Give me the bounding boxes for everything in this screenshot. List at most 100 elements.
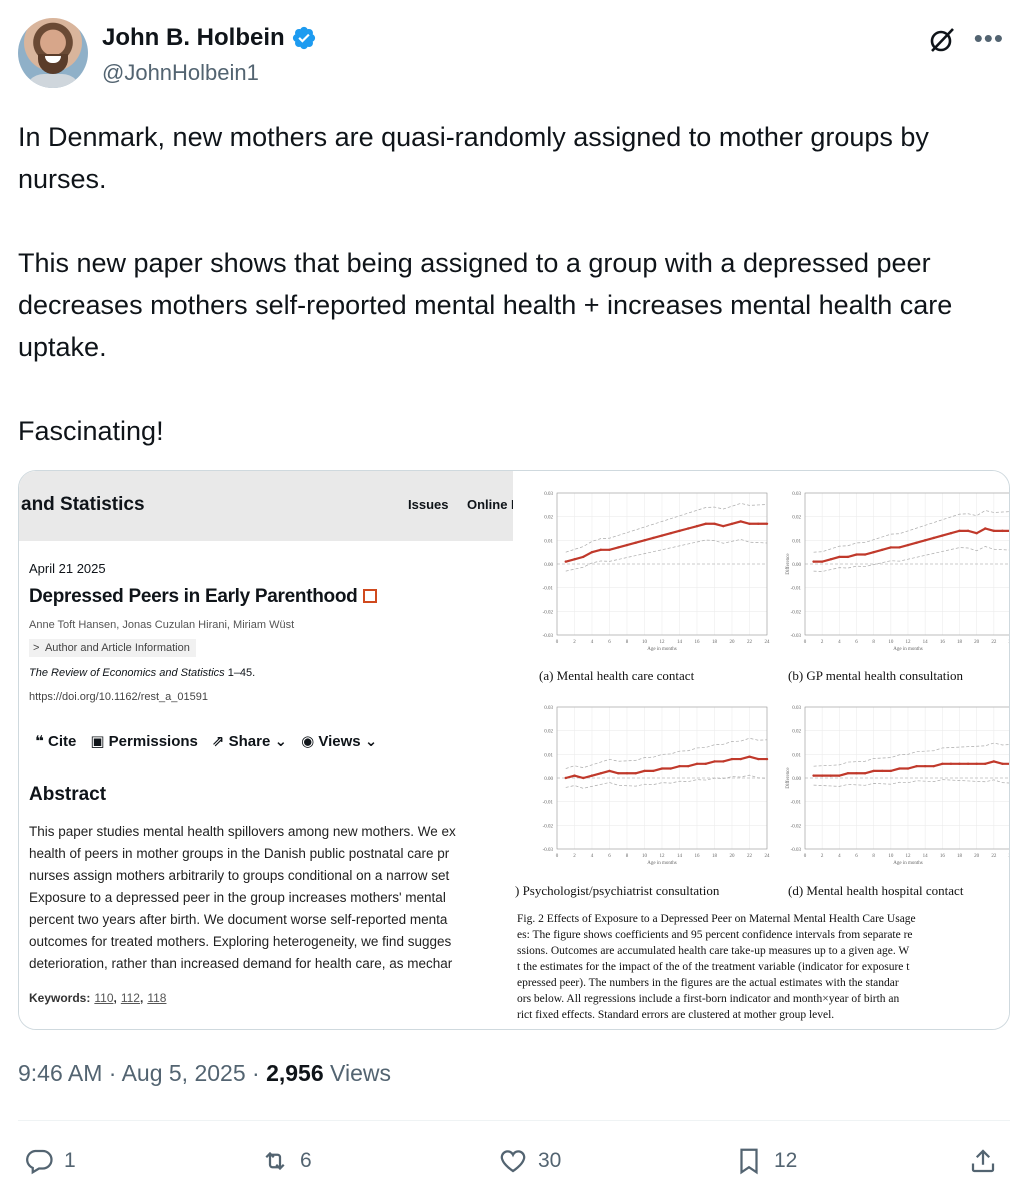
data-point — [713, 760, 716, 763]
x-tick-label: 18 — [712, 640, 718, 645]
x-tick-label: 24 — [765, 640, 771, 645]
data-point — [739, 757, 742, 761]
x-tick-label: 0 — [804, 640, 807, 645]
share-button[interactable] — [968, 1146, 998, 1176]
permissions-action: ▣ Permissions — [90, 732, 198, 750]
data-point — [949, 762, 953, 765]
x-tick-label: 2 — [821, 854, 824, 859]
x-tick-label: 22 — [991, 854, 997, 859]
data-point — [617, 546, 620, 549]
x-tick-label: 8 — [626, 640, 629, 645]
x-tick-label: 8 — [626, 854, 629, 859]
data-point — [872, 769, 875, 773]
reply-button[interactable]: 1 — [24, 1146, 76, 1176]
x-tick-label: 10 — [888, 640, 894, 645]
x-tick-label: 20 — [730, 640, 736, 645]
data-point — [829, 774, 832, 777]
tweet-date[interactable]: Aug 5, 2025 — [121, 1060, 246, 1086]
figure-charts: 0.030.020.010.00-0.01-0.02-0.030 2 4 6 8 10 12… — [543, 492, 1009, 866]
x-tick-label: 0 — [556, 854, 559, 859]
data-point — [643, 539, 646, 542]
data-point — [652, 769, 655, 773]
y-tick-label: -0.02 — [543, 824, 554, 829]
data-point — [757, 757, 760, 761]
x-tick-label: 12 — [906, 854, 912, 859]
share-action: ⇗ Share ⌄ — [212, 732, 287, 750]
y-tick-label: -0.03 — [543, 848, 554, 853]
views-label: Views — [330, 1060, 391, 1086]
reply-count: 1 — [64, 1149, 76, 1172]
bookmark-button[interactable]: 12 — [734, 1146, 797, 1176]
data-point — [881, 769, 884, 773]
y-tick-label: 0.00 — [544, 777, 553, 782]
abstract-line: Exposure to a depressed peer in the grou… — [29, 890, 446, 905]
y-tick-label: 0.03 — [792, 706, 801, 711]
y-tick-label: 0.01 — [544, 539, 553, 544]
data-point — [932, 764, 935, 768]
heart-icon — [500, 1150, 526, 1173]
views-action: ◉ Views ⌄ — [301, 732, 377, 750]
author-name-row[interactable]: John B. Holbein — [102, 24, 317, 52]
data-point — [1001, 762, 1004, 765]
avatar[interactable] — [18, 18, 88, 88]
x-tick-label: 8 — [872, 854, 875, 859]
tweet-action-bar: 1 6 30 12 — [18, 1140, 1004, 1190]
keywords-label: Keywords: — [29, 991, 91, 1005]
article-citation: The Review of Economics and Statistics 1… — [29, 667, 255, 679]
tweet-time[interactable]: 9:46 AM — [18, 1060, 103, 1086]
y-tick-label: 0.01 — [792, 753, 801, 758]
more-options-icon[interactable]: ••• — [973, 23, 1004, 53]
lower-ci-line — [813, 546, 1009, 572]
verified-badge-icon — [292, 26, 315, 50]
data-point — [564, 560, 567, 563]
data-point — [984, 527, 987, 530]
repost-button[interactable]: 6 — [260, 1146, 312, 1176]
upper-ci-line — [565, 737, 768, 769]
like-button[interactable]: 30 — [498, 1146, 561, 1176]
data-point — [906, 543, 910, 547]
x-axis-label: Age in months — [647, 861, 676, 866]
x-tick-label: 20 — [974, 854, 980, 859]
grok-icon[interactable] — [928, 26, 956, 54]
abstract-heading: Abstract — [29, 784, 107, 805]
data-point — [687, 764, 690, 768]
data-point — [765, 757, 769, 761]
x-tick-label: 16 — [695, 854, 701, 859]
tweet-paragraph: This new paper shows that being assigned… — [18, 248, 953, 362]
x-tick-label: 4 — [591, 854, 594, 859]
data-point — [820, 774, 824, 777]
abstract-line: nurses assign mothers arbitrarily to gro… — [29, 868, 450, 883]
abstract-text: This paper studies mental health spillov… — [29, 821, 513, 975]
data-point — [643, 769, 646, 773]
author-name[interactable]: John B. Holbein — [102, 24, 285, 51]
upper-ci-line — [565, 503, 768, 553]
author-handle[interactable]: @JohnHolbein1 — [102, 60, 259, 85]
lower-ci-line — [813, 779, 1009, 787]
estimate-line — [813, 760, 1009, 777]
keyword: 110 — [94, 991, 114, 1005]
data-point — [678, 764, 681, 768]
data-point — [599, 548, 602, 551]
article-screenshot[interactable]: and Statistics Issues Online E April 21 … — [19, 471, 520, 1029]
figure-screenshot[interactable]: 0.03 0.02 0.01 0.00 -0.01 -0.02 -0.03 0 2 4 6 8 10 12… — [513, 471, 1009, 1029]
y-tick-label: -0.01 — [543, 801, 554, 806]
data-point — [872, 550, 875, 554]
data-point — [941, 762, 944, 765]
panel-a-label: (a) Mental health care contact — [539, 668, 695, 683]
data-point — [906, 767, 910, 770]
data-point — [608, 769, 611, 773]
data-point — [966, 762, 970, 765]
x-tick-label: 10 — [642, 640, 648, 645]
tweet-media[interactable]: and Statistics Issues Online E April 21 … — [18, 470, 1010, 1030]
data-point — [608, 548, 611, 551]
x-axis-label: Age in months — [893, 861, 922, 866]
x-tick-label: 4 — [591, 640, 594, 645]
data-point — [958, 529, 961, 533]
data-point — [923, 764, 927, 768]
nav-issues: Issues — [408, 497, 449, 512]
y-tick-label: 0.02 — [544, 516, 553, 521]
tweet-header: John B. Holbein @JohnHolbein1 ••• — [18, 18, 1004, 90]
data-point — [812, 560, 815, 563]
data-point — [820, 560, 824, 563]
y-tick-label: 0.00 — [544, 563, 553, 568]
